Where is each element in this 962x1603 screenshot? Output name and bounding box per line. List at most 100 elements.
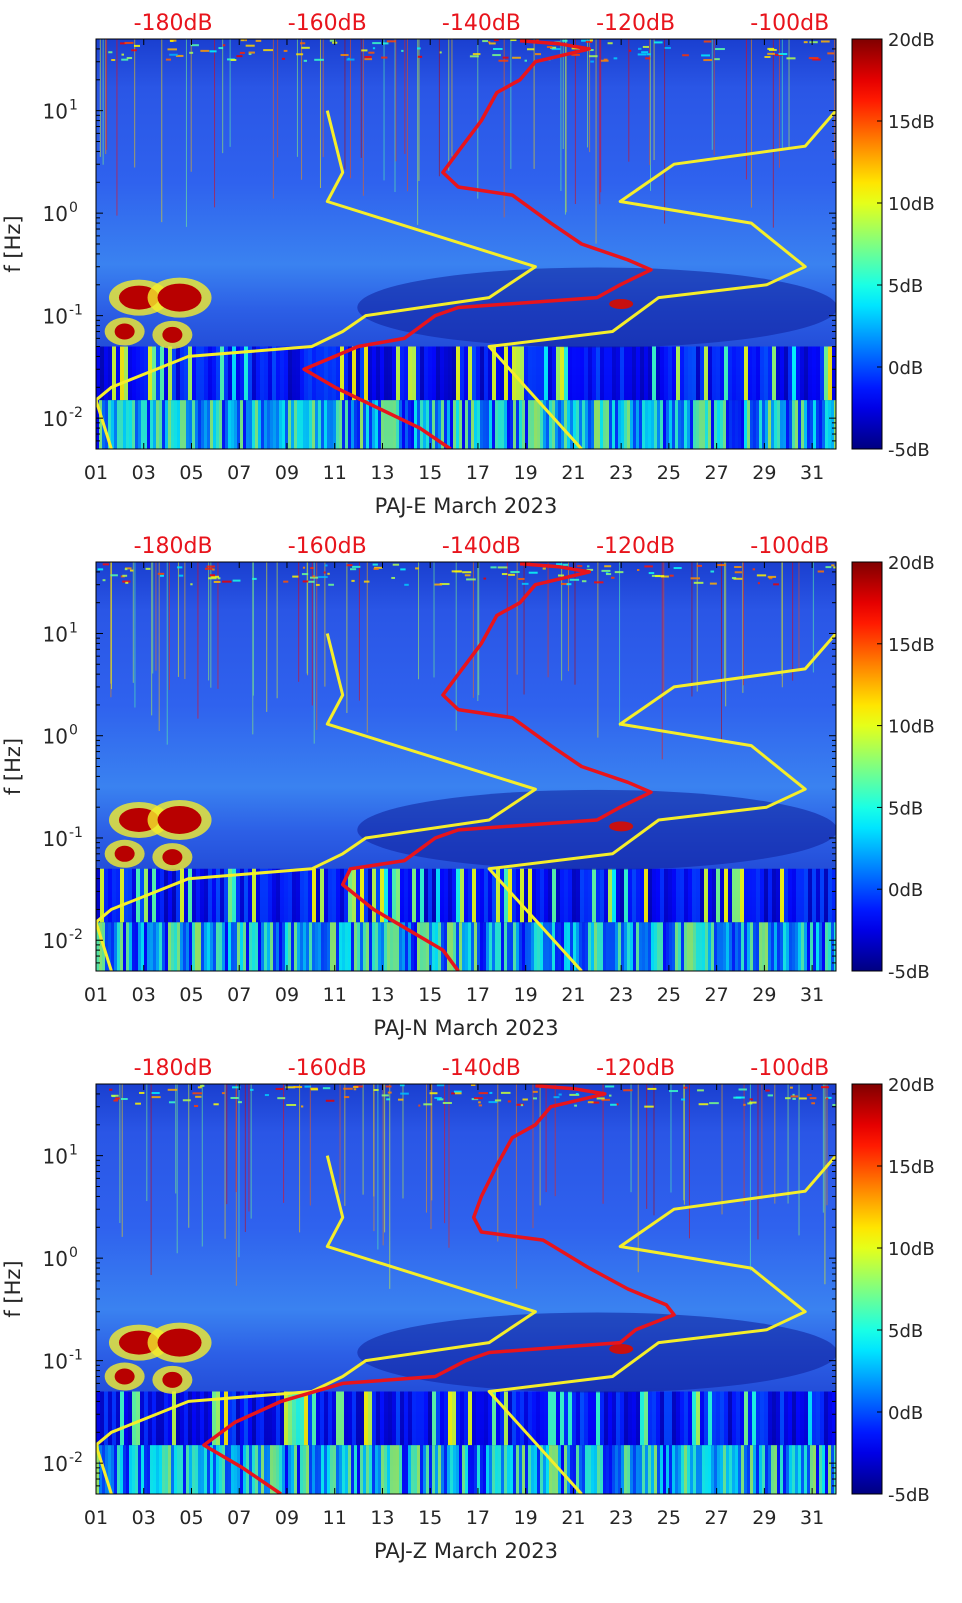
y-tick-label: 10 [43,1350,68,1374]
x-tick-label: 25 [657,984,681,1006]
x-tick-label: 13 [370,1507,394,1529]
x-tick-label: 19 [514,462,538,484]
x-tick-label: 05 [179,462,203,484]
x-axis-label: PAJ-E March 2023 [375,494,558,518]
y-tick-exponent: 0 [69,200,78,216]
x-tick-label: 09 [275,462,299,484]
spectrogram-area [96,1084,836,1494]
x-tick-label: 31 [800,1507,824,1529]
colorbar [851,561,883,972]
top-axis-label: -120dB [596,534,675,559]
x-tick-label: 29 [752,984,776,1006]
y-tick-exponent: 0 [69,1245,78,1261]
x-tick-label: 05 [179,984,203,1006]
top-axis-label: -180dB [134,1056,213,1081]
psd-curve [302,39,653,449]
y-tick-exponent: -1 [69,1348,83,1364]
x-tick-label: 21 [561,1507,585,1529]
colorbar [851,38,883,450]
colorbar-tick-label: 15dB [888,635,935,656]
colorbar [851,1083,883,1495]
x-tick-label: 27 [705,1507,729,1529]
noise-model-curve-2 [487,632,836,971]
top-axis-label: -120dB [596,11,675,36]
x-tick-label: 13 [370,462,394,484]
noise-model-curve-2 [487,109,836,449]
top-axis-label: -120dB [596,1056,675,1081]
x-tick-label: 07 [227,462,251,484]
x-axis-label: PAJ-Z March 2023 [374,1539,558,1563]
x-tick-label: 15 [418,462,442,484]
x-tick-label: 07 [227,1507,251,1529]
top-axis-label: -180dB [134,11,213,36]
colorbar-tick-label: 20dB [888,30,935,51]
x-tick-label: 23 [609,1507,633,1529]
noise-model-curve-2 [487,1154,836,1494]
x-axis-label: PAJ-N March 2023 [373,1016,558,1040]
x-tick-label: 03 [132,462,156,484]
x-tick-label: 27 [705,462,729,484]
x-tick-label: 17 [466,984,490,1006]
colorbar-tick-label: 5dB [888,1321,923,1342]
x-tick-label: 05 [179,1507,203,1529]
y-axis-label: f [Hz] [1,215,25,272]
colorbar-tick-label: 0dB [888,1403,923,1424]
x-tick-label: 15 [418,1507,442,1529]
x-tick-label: 11 [323,984,347,1006]
x-tick-label: 11 [323,1507,347,1529]
y-tick-exponent: 1 [69,98,78,114]
y-tick-label: 10 [43,1145,68,1169]
colorbar-tick-label: 20dB [888,553,935,574]
x-tick-label: 09 [275,1507,299,1529]
y-axis-label: f [Hz] [1,738,25,795]
y-tick-exponent: -2 [69,405,83,421]
x-tick-label: 19 [514,984,538,1006]
x-tick-label: 03 [132,1507,156,1529]
x-tick-label: 11 [323,462,347,484]
top-axis-label: -100dB [750,1056,829,1081]
y-tick-exponent: -2 [69,1450,83,1466]
top-axis-label: -100dB [750,534,829,559]
y-axis-label: f [Hz] [1,1260,25,1317]
top-axis-label: -180dB [134,534,213,559]
colorbar-tick-label: 0dB [888,358,923,379]
x-tick-label: 17 [466,1507,490,1529]
x-tick-label: 27 [705,984,729,1006]
x-tick-label: 07 [227,984,251,1006]
colorbar-tick-label: 0dB [888,880,923,901]
colorbar-tick-label: 10dB [888,194,935,215]
top-axis-label: -140dB [442,1056,521,1081]
top-axis-label: -140dB [442,534,521,559]
x-tick-label: 29 [752,462,776,484]
colorbar-tick-label: 10dB [888,1239,935,1260]
y-tick-label: 10 [43,305,68,329]
x-tick-label: 01 [84,462,108,484]
psd-curve [340,562,653,971]
noise-model-curve-1 [96,1155,537,1494]
colorbar-tick-label: -5dB [888,962,930,983]
y-tick-exponent: 0 [69,723,78,739]
colorbar-tick-label: 10dB [888,717,935,738]
x-tick-label: 01 [84,1507,108,1529]
noise-model-curve-1 [96,110,537,449]
y-tick-label: 10 [43,929,68,953]
x-tick-label: 21 [561,984,585,1006]
panel-2: 01 03 05 07 09 11 13 15 17 19 21 23 25 27 29 3110-210-1… [1,534,935,1040]
y-tick-label: 10 [43,202,68,226]
colorbar-tick-label: 15dB [888,112,935,133]
colorbar-tick-label: -5dB [888,1485,930,1506]
colorbar-tick-label: 5dB [888,798,923,819]
x-tick-label: 19 [514,1507,538,1529]
panel-3: 01 03 05 07 09 11 13 15 17 19 21 23 25 27 29 3110-210-1… [1,1056,935,1563]
colorbar-tick-label: 20dB [888,1075,935,1096]
colorbar-tick-label: 5dB [888,276,923,297]
colorbar-tick-label: -5dB [888,440,930,461]
x-tick-label: 25 [657,1507,681,1529]
x-tick-label: 17 [466,462,490,484]
panel-1: 01 03 05 07 09 11 13 15 17 19 21 23 25 27 29 3110-210-1… [1,11,935,518]
y-tick-label: 10 [43,1452,68,1476]
y-tick-label: 10 [43,407,68,431]
x-tick-label: 23 [609,462,633,484]
y-tick-label: 10 [43,1247,68,1271]
